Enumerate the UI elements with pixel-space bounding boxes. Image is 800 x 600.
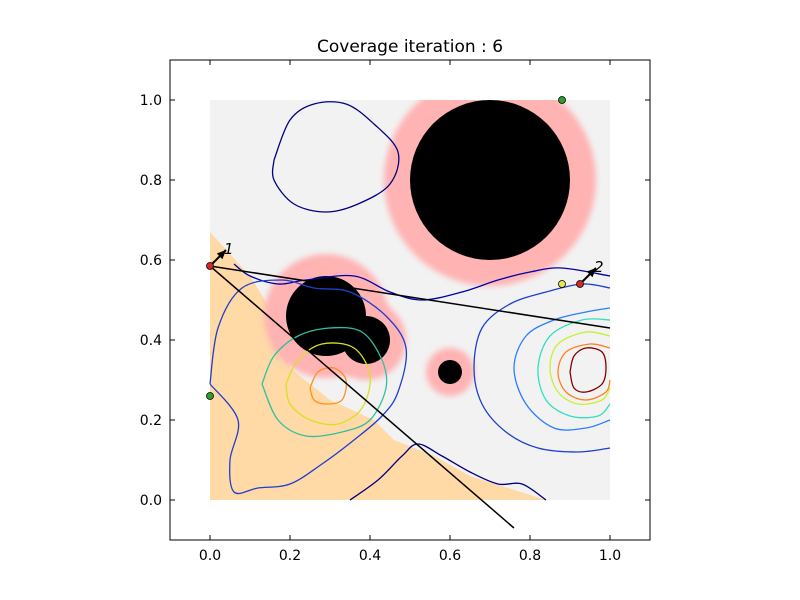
y-tick-label: 0.6 (140, 253, 162, 269)
contour-left-2 (209, 279, 408, 495)
axes-ticks: 0.0 0.2 0.4 0.6 0.8 1.0 0.0 0.2 0.4 0.6 0.8 1.0 (140, 60, 650, 564)
marker-right (558, 280, 566, 288)
contour-right-4 (549, 331, 611, 405)
contour-left-5 (309, 366, 348, 405)
y-tick-label: 0.0 (140, 493, 162, 509)
chart-title: Coverage iteration : 6 (317, 37, 503, 57)
y-tick-label: 0.2 (140, 413, 162, 429)
contour-right-5 (557, 343, 611, 401)
y-tick-label: 0.8 (140, 173, 162, 189)
marker-left (206, 392, 214, 400)
x-tick-label: 0.2 (279, 548, 301, 564)
contour-right-3 (537, 318, 611, 419)
path-diagonal (209, 265, 515, 529)
obstacle-large (410, 100, 570, 260)
x-tick-label: 0.8 (519, 548, 541, 564)
contour-right-1 (473, 283, 611, 453)
path-to-right (209, 265, 611, 329)
contour-right-2 (513, 307, 611, 431)
x-tick-label: 0.4 (359, 548, 381, 564)
y-tick-label: 1.0 (140, 93, 162, 109)
contour-top-left (271, 101, 400, 213)
agent-1-marker (206, 262, 214, 270)
marker-top (558, 96, 566, 104)
contour-bottom (349, 443, 547, 501)
agent-2-arrow-head (586, 268, 596, 278)
y-tick-label: 0.4 (140, 333, 162, 349)
x-tick-label: 0.0 (199, 548, 221, 564)
x-tick-label: 1.0 (599, 548, 621, 564)
agent-2-marker (576, 280, 584, 288)
plot-frame (169, 59, 651, 541)
contour-left-1 (233, 263, 611, 301)
obstacle-small (438, 360, 462, 384)
obstacle-medium-2 (342, 316, 390, 364)
agent-1-label: 1 (224, 240, 234, 258)
agent-1-arrow-head (216, 250, 226, 260)
contour-right-6 (569, 347, 607, 393)
plot-area: 12 (206, 96, 611, 529)
covered-region (210, 232, 546, 500)
contour-left-3 (261, 326, 388, 438)
agent-2-label: 2 (594, 258, 604, 276)
x-tick-label: 0.6 (439, 548, 461, 564)
